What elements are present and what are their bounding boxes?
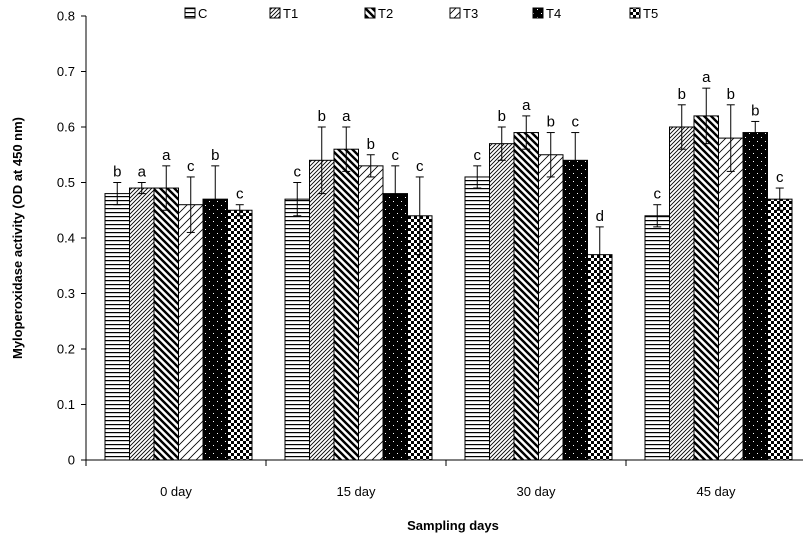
significance-letter: c — [776, 169, 784, 186]
y-tick-label: 0.2 — [57, 342, 75, 357]
bar-t3-3 — [538, 154, 564, 461]
y-tick-label: 0.8 — [57, 9, 75, 24]
significance-letter: d — [596, 208, 604, 225]
y-tick-label: 0.6 — [57, 120, 75, 135]
significance-letter: b — [318, 108, 326, 125]
bar-t5-2 — [407, 215, 433, 461]
bar-t3-1 — [178, 204, 204, 461]
x-tick-label: 0 day — [160, 484, 192, 499]
x-tick-label: 30 day — [516, 484, 556, 499]
legend-swatch-t1 — [269, 7, 281, 19]
significance-letter: b — [498, 108, 506, 125]
significance-letter: c — [392, 147, 400, 164]
significance-letter: c — [654, 186, 662, 203]
bar-t2-4 — [693, 115, 719, 461]
legend-label-t2: T2 — [378, 6, 393, 21]
bar-c-4 — [644, 215, 670, 461]
bar-t3-4 — [718, 137, 744, 461]
bar-c-3 — [464, 176, 490, 461]
x-tick-label: 45 day — [696, 484, 736, 499]
y-tick-label: 0.7 — [57, 64, 75, 79]
legend-label-c: C — [198, 6, 207, 21]
bar-t3-2 — [358, 165, 384, 461]
bar-t5-3 — [587, 254, 613, 461]
bar-t4-1 — [202, 198, 228, 461]
significance-letter: c — [474, 147, 482, 164]
legend-label-t5: T5 — [643, 6, 658, 21]
y-axis-title: Myloperoxidase activity (OD at 450 nm) — [10, 117, 25, 359]
y-tick-label: 0 — [68, 453, 75, 468]
bar-t5-4 — [767, 198, 793, 461]
significance-letter: b — [727, 86, 735, 103]
y-tick-label: 0.3 — [57, 286, 75, 301]
y-tick-label: 0.5 — [57, 175, 75, 190]
significance-letter: c — [187, 158, 195, 175]
significance-letter: a — [702, 69, 711, 86]
legend-label-t3: T3 — [463, 6, 478, 21]
legend-label-t1: T1 — [283, 6, 298, 21]
bar-t2-2 — [333, 148, 359, 461]
x-tick-label: 15 day — [336, 484, 376, 499]
significance-letter: b — [367, 136, 375, 153]
significance-letter: c — [572, 114, 580, 131]
x-axis-title: Sampling days — [407, 518, 499, 533]
y-axis: 0 0.1 0.2 0.3 0.4 0.5 0.6 0.7 0.8 — [57, 9, 87, 468]
bar-t4-2 — [382, 193, 408, 461]
significance-letter: a — [342, 108, 351, 125]
bar-t4-3 — [562, 159, 588, 461]
y-tick-label: 0.1 — [57, 397, 75, 412]
significance-letter: c — [236, 186, 244, 203]
y-tick-label: 0.4 — [57, 231, 75, 246]
significance-letter: a — [522, 97, 531, 114]
significance-letter: b — [211, 147, 219, 164]
legend-swatch-t2 — [364, 7, 376, 19]
significance-letter: c — [294, 164, 302, 181]
significance-letter: b — [678, 86, 686, 103]
bar-c-2 — [284, 198, 310, 461]
bar-t2-3 — [513, 132, 539, 461]
bar-t1-1 — [129, 187, 155, 461]
legend-swatch-c — [184, 7, 196, 19]
bars — [104, 115, 793, 461]
legend: C T1 T2 T3 T4 T5 — [184, 6, 658, 21]
significance-letter: c — [416, 158, 424, 175]
significance-letter: a — [138, 164, 147, 181]
x-axis: 0 day 15 day 30 day 45 day — [85, 459, 803, 499]
error-bars — [113, 87, 784, 283]
bar-t5-1 — [227, 209, 253, 461]
significance-letter: b — [547, 114, 555, 131]
legend-swatch-t4 — [532, 7, 544, 19]
bar-t1-4 — [669, 126, 695, 461]
significance-letter: b — [113, 164, 121, 181]
legend-swatch-t3 — [449, 7, 461, 19]
bar-t2-1 — [153, 187, 179, 461]
bar-t1-3 — [489, 143, 515, 461]
bar-t4-4 — [742, 132, 768, 461]
bar-c-1 — [104, 193, 130, 461]
legend-label-t4: T4 — [546, 6, 561, 21]
significance-letter: b — [751, 102, 759, 119]
bar-t1-2 — [309, 159, 335, 461]
significance-letter: a — [162, 147, 171, 164]
legend-swatch-t5 — [629, 7, 641, 19]
